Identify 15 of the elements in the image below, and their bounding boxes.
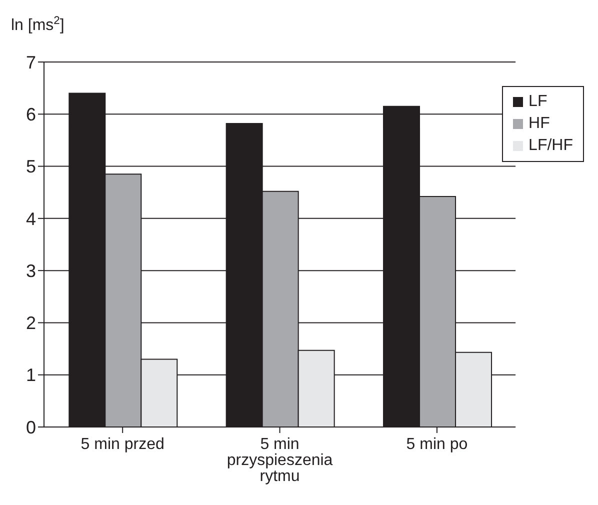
y-tick-label: 0: [26, 417, 36, 438]
y-tick-label: 4: [26, 208, 36, 229]
y-tick-label: 2: [26, 313, 36, 334]
y-tick-label: 1: [26, 365, 36, 386]
y-tick-label: 6: [26, 104, 36, 125]
legend-label: HF: [528, 114, 551, 134]
legend-label: LF/HF: [528, 136, 573, 156]
y-axis-title: ln [ms$^{2}$]: [11, 15, 64, 34]
y-tick-label: 3: [26, 260, 36, 281]
x-tick-label: 5 min po: [406, 436, 468, 453]
y-tick-label: 7: [26, 52, 36, 72]
x-tick-label: 5 min przyspieszenia rytmu: [226, 436, 333, 485]
x-tick-label: 5 min przed: [80, 436, 164, 453]
y-tick-label: 5: [26, 156, 36, 177]
legend-label: LF: [528, 92, 548, 112]
